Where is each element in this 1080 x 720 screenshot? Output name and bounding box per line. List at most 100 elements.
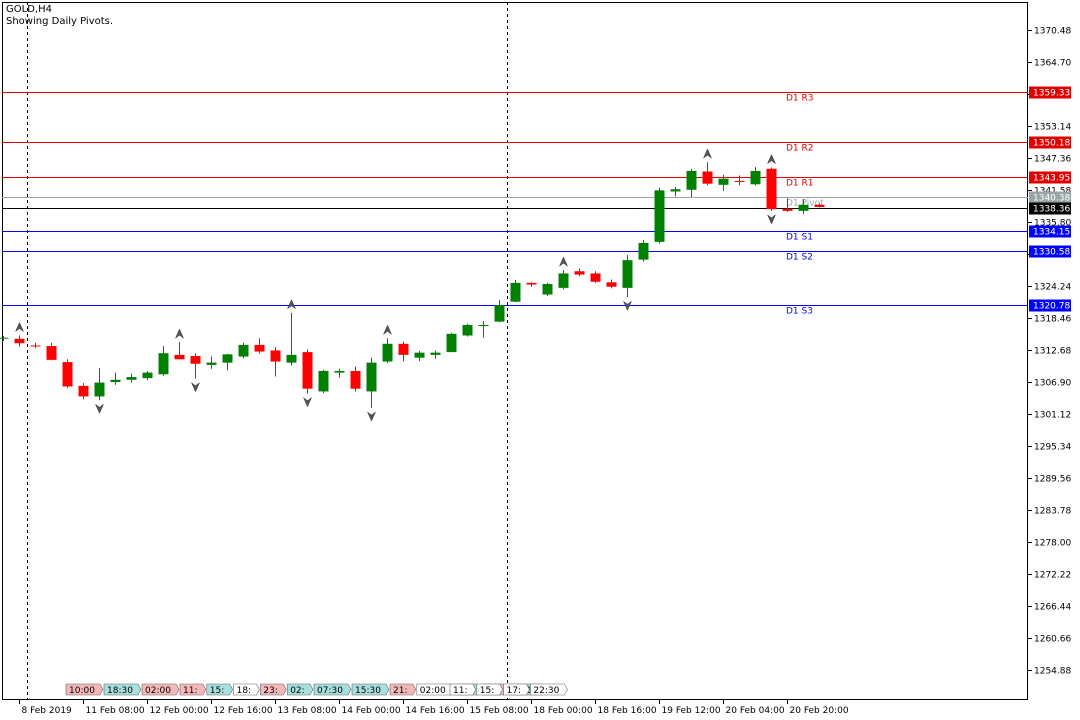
session-tag-label: 18:30 [107, 686, 133, 696]
candle-body [14, 338, 25, 344]
chart-title: GOLD,H4 [6, 4, 52, 15]
candle-body [62, 362, 73, 387]
x-tick-label: 11 Feb 08:00 [86, 706, 145, 716]
candle-body [686, 170, 697, 190]
fractal-up-arrow [286, 299, 297, 310]
candle-body [46, 346, 57, 360]
y-tick-label: 1353.14 [1034, 123, 1071, 133]
x-tick-label: 12 Feb 00:00 [150, 706, 209, 716]
x-tick-label: 18 Feb 00:00 [534, 706, 593, 716]
session-tag-shape [449, 683, 477, 696]
candle-body [654, 190, 665, 242]
pivot-name-label: D1 Pivot [786, 199, 824, 209]
session-tag: 02:00 [416, 683, 455, 696]
pivot-price-tag: 1330.58 [1033, 248, 1070, 258]
candle-body [0, 337, 9, 339]
candle-body [126, 377, 137, 380]
x-tick-label: 14 Feb 00:00 [342, 706, 401, 716]
candle-body [110, 379, 121, 383]
y-tick-label: 1306.90 [1034, 379, 1071, 389]
fractal-up-arrow [766, 154, 777, 165]
candle-body [670, 189, 681, 192]
y-tick-label: 1318.46 [1034, 315, 1071, 325]
session-tag-shape [103, 683, 142, 696]
session-tag-label: 02:00 [420, 686, 446, 696]
fractal-down-arrow [366, 411, 377, 422]
pivot-price-tag: 1359.33 [1033, 89, 1070, 99]
session-tag: 02: [286, 683, 314, 696]
pivot-price-tag: 1334.15 [1033, 228, 1070, 238]
session-tag: 18: [233, 683, 260, 696]
session-tag-label: 21: [393, 686, 407, 696]
candle-body [238, 344, 249, 357]
session-tag-shape [206, 683, 233, 696]
candle-body [94, 382, 105, 397]
candle-body [622, 260, 633, 288]
y-tick-label: 1324.24 [1034, 283, 1071, 293]
session-tag-label: 15: [480, 686, 494, 696]
pivot-name-label: D1 S2 [786, 253, 813, 263]
candle-body [478, 324, 489, 327]
session-tag: 07:30 [313, 683, 352, 696]
session-tag: 11: [179, 683, 207, 696]
candle-body [270, 350, 281, 362]
session-tag-label: 02: [290, 686, 304, 696]
candle-body [190, 355, 201, 364]
candle-body [206, 362, 217, 365]
pivot-price-tag: 1340.38 [1033, 194, 1070, 204]
x-tick-label: 18 Feb 16:00 [598, 706, 657, 716]
candle-body [734, 180, 745, 182]
x-tick-label: 8 Feb 2019 [22, 706, 73, 716]
session-tag-shape [286, 683, 314, 696]
fractal-down-arrow [302, 396, 313, 408]
candle-body [510, 282, 521, 302]
session-tag: 15: [476, 683, 503, 696]
price-tag-bg [1029, 136, 1071, 149]
y-tick-label: 1254.88 [1034, 667, 1071, 677]
session-tag-label: 23: [263, 686, 277, 696]
x-tick-label: 19 Feb 12:00 [662, 706, 721, 716]
session-tag-label: 11: [453, 686, 467, 696]
y-tick-label: 1347.36 [1034, 155, 1071, 165]
candle-body [398, 343, 409, 355]
price-tag-bg [1029, 202, 1071, 215]
candle-body [782, 208, 793, 211]
session-tag: 02:00 [141, 683, 180, 696]
pivot-name-label: D1 S3 [786, 307, 813, 317]
candle-body [382, 343, 393, 362]
pivot-name-label: D1 S1 [786, 233, 813, 243]
session-tag: 10:00 [65, 683, 104, 696]
candle-body [78, 385, 89, 397]
session-tag-shape [389, 683, 417, 696]
session-tag: 18:30 [103, 683, 142, 696]
pivot-name-label: D1 R3 [786, 94, 814, 104]
candle-body [702, 171, 713, 184]
y-tick-label: 1301.12 [1034, 411, 1071, 421]
x-tick-label: 20 Feb 20:00 [790, 706, 849, 716]
candle-body [302, 352, 313, 389]
candle-body [318, 370, 329, 392]
fractal-up-arrow [174, 328, 185, 339]
candle-body [222, 354, 233, 363]
session-tag-label: 22:30 [533, 686, 559, 696]
session-tag-shape [351, 683, 390, 696]
candle-body [254, 344, 265, 352]
y-tick-label: 1272.22 [1034, 571, 1071, 581]
candle-body [590, 273, 601, 282]
candle-body [494, 305, 505, 322]
price-tag-bg [1029, 86, 1071, 99]
session-tag-label: 11: [183, 686, 197, 696]
y-tick-label: 1295.34 [1034, 443, 1071, 453]
session-tag-shape [260, 683, 287, 696]
candle-body [814, 204, 825, 207]
fractal-down-arrow [190, 381, 201, 393]
session-tag-label: 07:30 [317, 686, 343, 696]
price-tag-bg [1029, 191, 1071, 204]
y-tick-label: 1289.56 [1034, 475, 1071, 485]
y-tick-label: 1335.80 [1034, 219, 1071, 229]
price-tag-bg [1029, 299, 1071, 312]
session-tag-shape [313, 683, 352, 696]
session-tag-label: 18: [237, 686, 251, 696]
candle-body [718, 178, 729, 185]
